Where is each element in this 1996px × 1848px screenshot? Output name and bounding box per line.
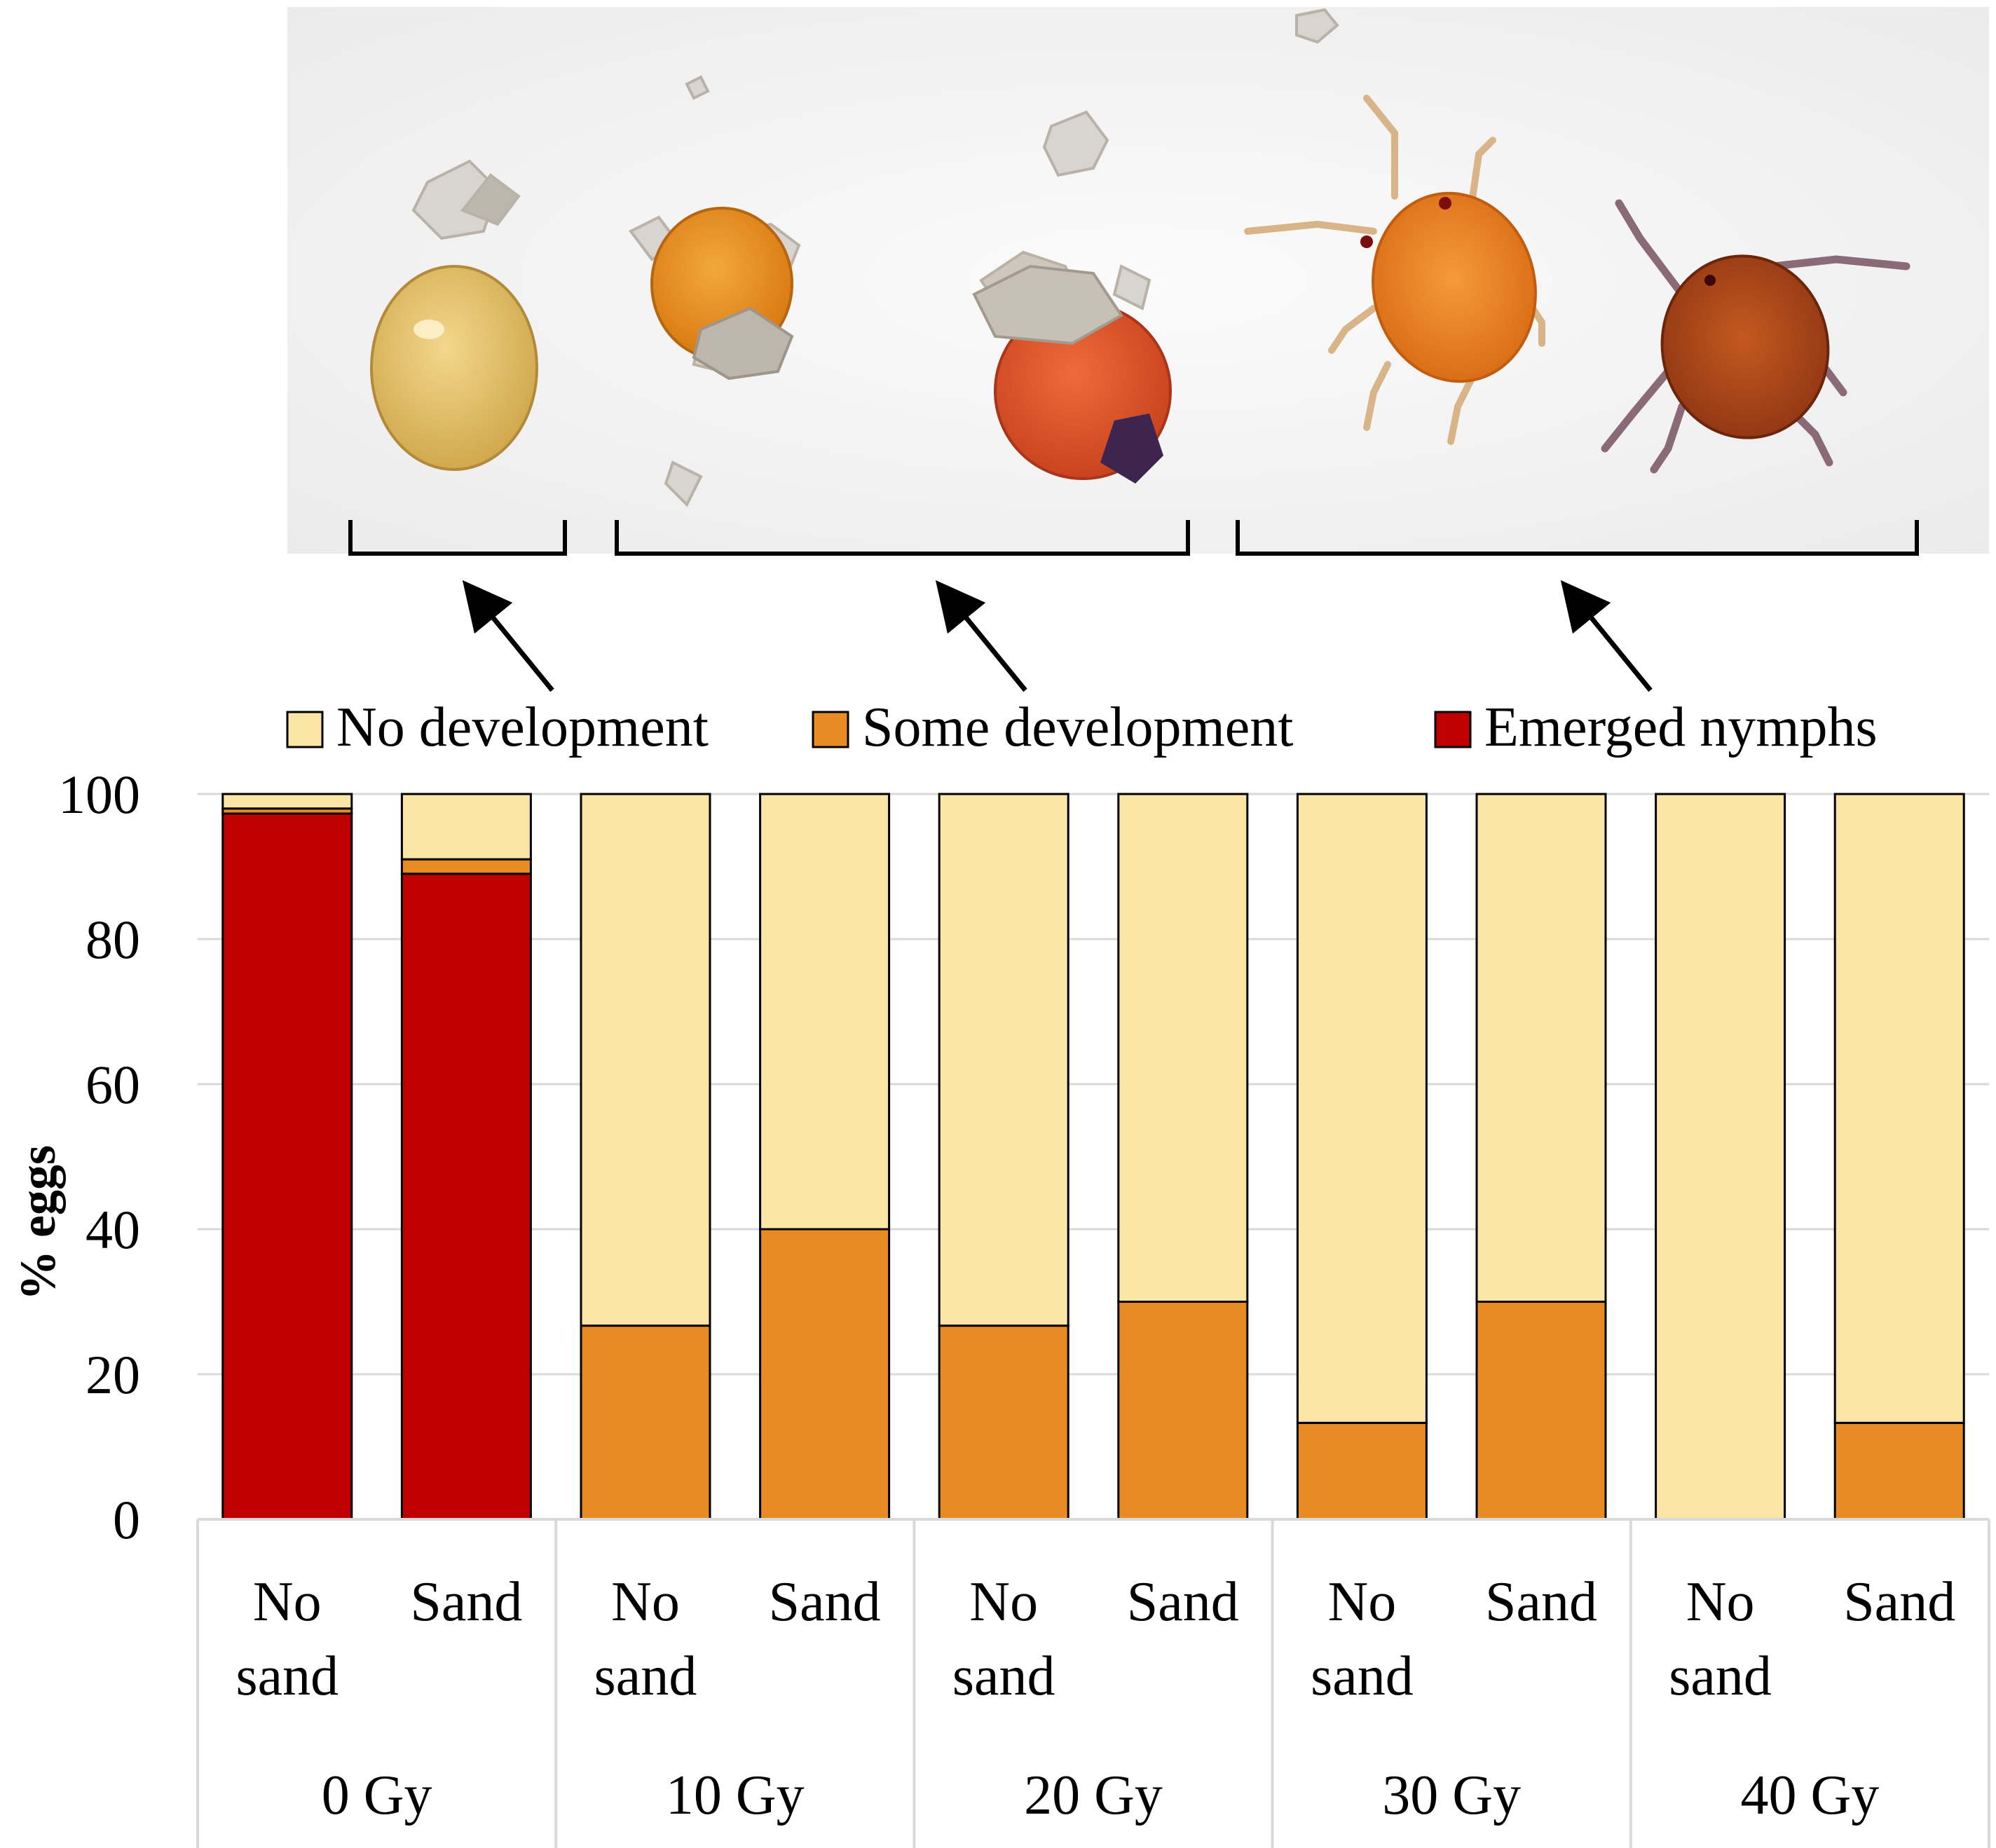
legend-swatch — [286, 711, 324, 748]
bar-segment-no-development — [1833, 793, 1965, 1424]
y-tick-label: 20 — [86, 1344, 140, 1405]
bar-segment-some-development — [1296, 1421, 1428, 1521]
x-axis: No sand Sand No sand Sand No sand Sand No sand Sand… — [196, 1518, 1990, 1848]
bar-segment-some-development — [1833, 1421, 1965, 1521]
bar-segment-emerged-nymphs — [221, 812, 353, 1521]
bar-segment-some-development — [1475, 1301, 1607, 1521]
y-tick-label: 80 — [86, 909, 140, 970]
x-category-label: Sand — [1127, 1571, 1239, 1633]
x-category-label: Sand — [769, 1571, 881, 1633]
emerged-nymph-dark-legs — [1601, 199, 1910, 474]
bars — [221, 793, 1965, 1521]
brackets — [348, 520, 1919, 556]
x-category-label: No — [969, 1571, 1038, 1633]
bracket-no-development — [348, 520, 567, 556]
y-tick-label: 40 — [86, 1199, 140, 1260]
bar-segment-some-development — [938, 1325, 1069, 1521]
legend-label: Some development — [862, 697, 1293, 758]
legend-label: Emerged nymphs — [1484, 697, 1878, 758]
x-category-label: sand — [1669, 1645, 1772, 1707]
arrow-emerged-nymphs — [1560, 580, 1653, 692]
bar-segment-no-development — [400, 793, 532, 861]
nymph-body-dark — [1660, 254, 1830, 439]
x-category-label: sand — [235, 1645, 339, 1707]
bar-segment-no-development — [1655, 793, 1786, 1521]
bar-segment-some-development — [400, 858, 532, 875]
x-category-label: sand — [952, 1645, 1055, 1707]
bar-segment-no-development — [1475, 793, 1607, 1303]
bar-segment-no-development — [759, 793, 891, 1231]
legend-swatch — [1434, 711, 1472, 748]
x-group-label: 30 Gy — [1382, 1765, 1521, 1826]
bar-segment-emerged-nymphs — [400, 872, 532, 1521]
specimen-photo — [287, 7, 1989, 554]
x-group-label: 0 Gy — [322, 1765, 432, 1826]
y-axis-ticks: 0 20 40 60 80 100 — [58, 764, 140, 1550]
x-category-label: Sand — [410, 1571, 522, 1633]
x-group-label: 40 Gy — [1741, 1765, 1880, 1826]
bar-segment-some-development — [759, 1228, 891, 1521]
x-category-label: sand — [1311, 1645, 1414, 1707]
egg-no-development — [370, 265, 538, 471]
y-tick-label: 100 — [58, 764, 140, 825]
x-group-label: 20 Gy — [1024, 1765, 1163, 1826]
x-category-label: No — [1686, 1571, 1755, 1633]
bar-segment-no-development — [1117, 793, 1249, 1303]
y-axis-label: % eggs — [10, 1145, 66, 1301]
x-category-label: sand — [594, 1645, 697, 1707]
x-category-label: Sand — [1485, 1571, 1597, 1633]
arrows — [462, 580, 1653, 692]
bar-segment-no-development — [580, 793, 711, 1327]
emerged-nymph-light — [1244, 95, 1545, 445]
arrow-no-development — [462, 580, 554, 692]
y-tick-label: 0 — [113, 1489, 140, 1550]
bar-segment-some-development — [1117, 1301, 1249, 1521]
x-category-label: No — [1328, 1571, 1397, 1633]
x-category-label: No — [253, 1571, 322, 1633]
nymph-body-light — [1372, 191, 1537, 383]
y-tick-label: 60 — [86, 1054, 140, 1115]
x-group-label: 10 Gy — [666, 1765, 805, 1826]
bracket-emerged-nymphs — [1236, 520, 1919, 556]
bar-segment-some-development — [580, 1325, 711, 1521]
x-category-label: Sand — [1843, 1571, 1955, 1633]
stacked-bar-chart: 0 20 40 60 80 100 No sand Sand No sand Sand No sand S… — [10, 764, 1990, 1848]
legend: No development Some development Emerged ny… — [286, 697, 1878, 758]
bar-segment-no-development — [938, 793, 1069, 1327]
legend-swatch — [812, 711, 849, 748]
bar-segment-no-development — [221, 793, 353, 810]
arrow-some-development — [935, 580, 1027, 692]
x-category-label: No — [611, 1571, 680, 1633]
bar-segment-no-development — [1296, 793, 1428, 1424]
bracket-some-development — [615, 520, 1190, 556]
legend-label: No development — [336, 697, 709, 758]
